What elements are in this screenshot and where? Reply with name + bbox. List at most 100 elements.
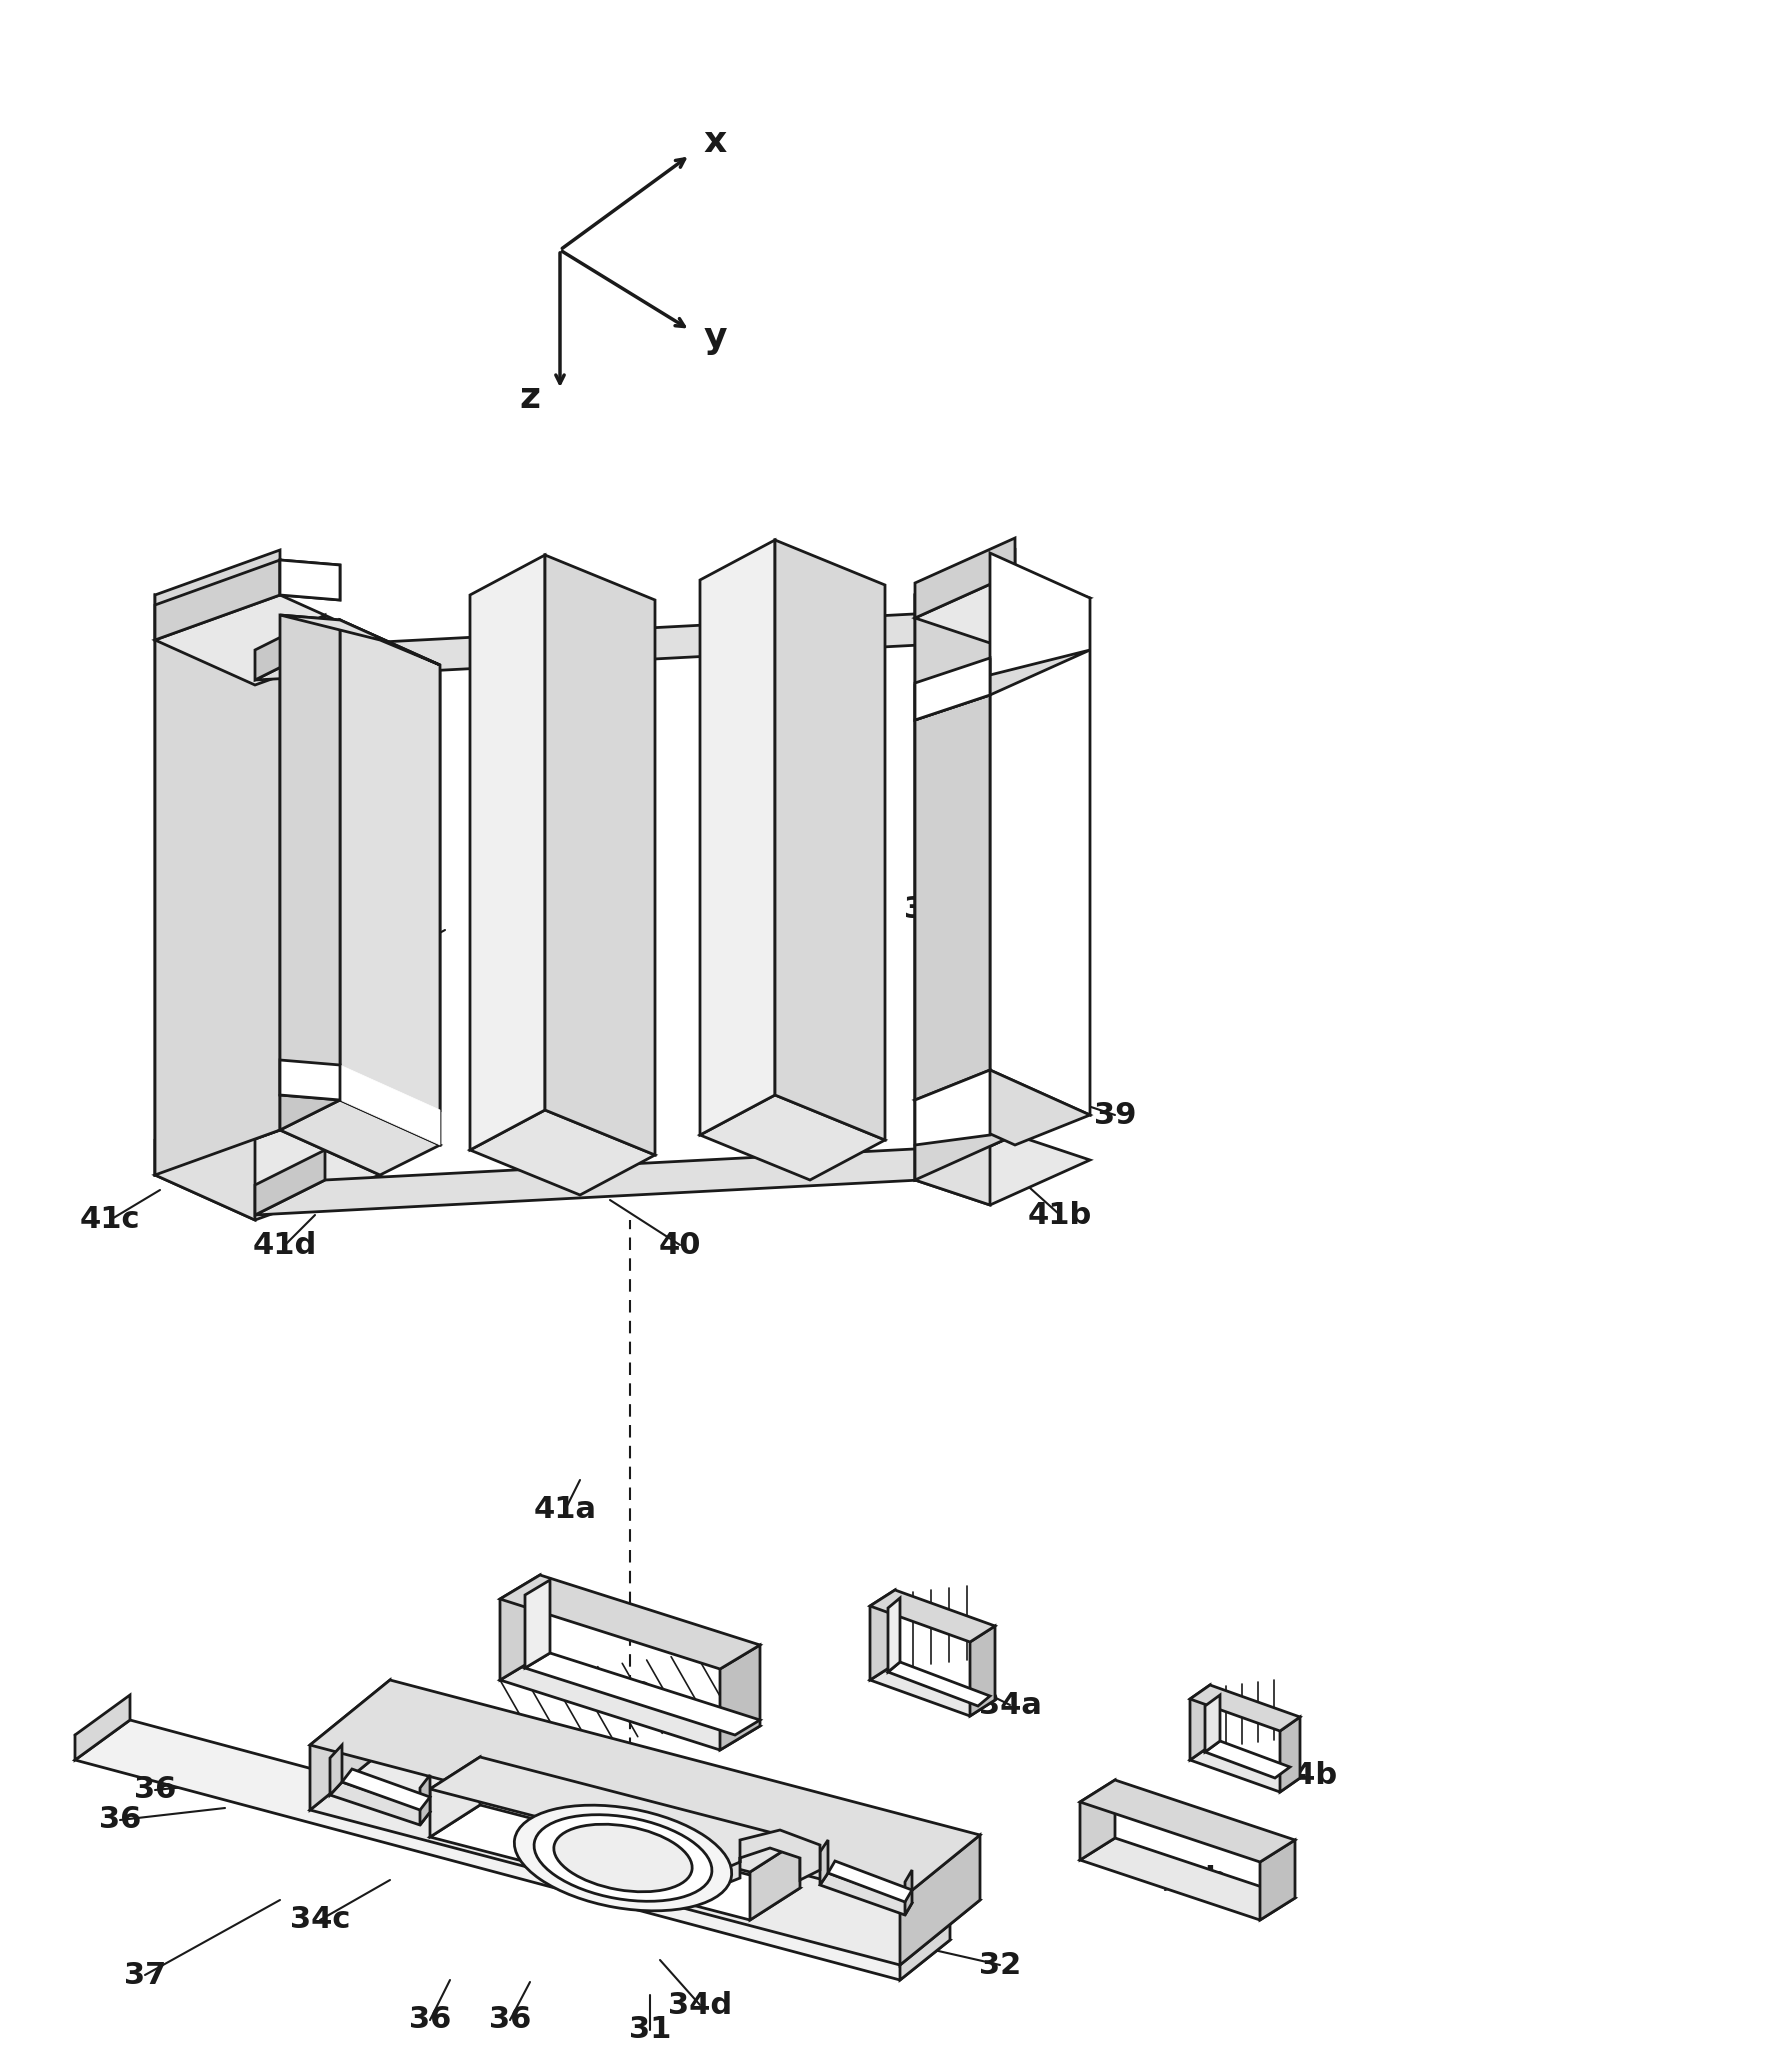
Polygon shape [255, 1149, 326, 1215]
Polygon shape [871, 1590, 995, 1641]
Polygon shape [156, 595, 381, 684]
Polygon shape [156, 560, 280, 641]
Text: 34a: 34a [979, 1691, 1041, 1720]
Polygon shape [1189, 1685, 1299, 1730]
Text: 36: 36 [489, 2005, 531, 2034]
Polygon shape [499, 1575, 759, 1668]
Text: 31: 31 [628, 2015, 671, 2044]
Polygon shape [471, 1110, 655, 1195]
Text: 41b: 41b [1028, 1201, 1092, 1230]
Polygon shape [915, 537, 1014, 618]
Text: 36: 36 [409, 2005, 451, 2034]
Ellipse shape [554, 1825, 692, 1891]
Polygon shape [1205, 1740, 1290, 1778]
Text: 33b: 33b [1163, 1867, 1227, 1895]
Polygon shape [699, 539, 775, 1135]
Polygon shape [915, 1100, 1014, 1180]
Polygon shape [775, 539, 885, 1141]
Text: 41d: 41d [253, 1230, 317, 1259]
Polygon shape [899, 1914, 950, 1980]
Polygon shape [820, 1873, 912, 1914]
Polygon shape [156, 1131, 381, 1220]
Text: 40: 40 [368, 945, 411, 974]
Polygon shape [699, 1096, 885, 1180]
Polygon shape [340, 1065, 441, 1145]
Polygon shape [915, 550, 1014, 1180]
Polygon shape [915, 649, 1090, 719]
Polygon shape [1189, 1747, 1299, 1792]
Polygon shape [310, 1745, 981, 1966]
Polygon shape [280, 560, 340, 599]
Polygon shape [280, 616, 441, 666]
Polygon shape [280, 1065, 340, 1131]
Polygon shape [1080, 1780, 1115, 1860]
Ellipse shape [535, 1815, 712, 1902]
Polygon shape [871, 1590, 896, 1680]
Ellipse shape [515, 1804, 731, 1910]
Text: 36: 36 [135, 1776, 177, 1804]
Polygon shape [74, 1695, 129, 1759]
Text: 33a: 33a [589, 1676, 651, 1705]
Polygon shape [1080, 1780, 1296, 1862]
Polygon shape [156, 595, 255, 1220]
Polygon shape [280, 1060, 340, 1100]
Text: 39: 39 [1094, 1100, 1136, 1129]
Polygon shape [310, 1680, 389, 1811]
Polygon shape [1080, 1838, 1296, 1920]
Polygon shape [545, 556, 655, 1155]
Polygon shape [419, 1776, 430, 1825]
Polygon shape [899, 1835, 981, 1966]
Polygon shape [720, 1645, 759, 1751]
Text: 36: 36 [99, 1804, 142, 1835]
Polygon shape [280, 1100, 441, 1174]
Polygon shape [915, 659, 989, 719]
Polygon shape [710, 1829, 820, 1889]
Text: 40: 40 [658, 1230, 701, 1259]
Text: 37: 37 [124, 1960, 166, 1991]
Polygon shape [499, 1575, 540, 1680]
Text: 41a: 41a [533, 1497, 596, 1525]
Polygon shape [471, 556, 545, 1149]
Polygon shape [820, 1840, 828, 1885]
Polygon shape [74, 1720, 950, 1980]
Polygon shape [970, 1627, 995, 1716]
Polygon shape [750, 1840, 800, 1920]
Polygon shape [329, 1782, 430, 1825]
Text: 34b: 34b [1273, 1761, 1336, 1790]
Polygon shape [430, 1757, 480, 1838]
Polygon shape [255, 616, 326, 680]
Polygon shape [280, 560, 340, 599]
Polygon shape [1260, 1840, 1296, 1920]
Polygon shape [915, 1071, 989, 1145]
Polygon shape [255, 1145, 989, 1215]
Polygon shape [1280, 1718, 1299, 1792]
Text: x: x [703, 124, 727, 159]
Text: 34d: 34d [667, 1991, 733, 2019]
Polygon shape [526, 1579, 550, 1668]
Text: y: y [703, 320, 727, 356]
Polygon shape [156, 1096, 280, 1174]
Polygon shape [989, 554, 1090, 1114]
Polygon shape [915, 657, 989, 719]
Polygon shape [340, 620, 441, 1145]
Polygon shape [1205, 1695, 1220, 1753]
Polygon shape [915, 573, 1090, 643]
Polygon shape [915, 595, 989, 1205]
Polygon shape [430, 1757, 800, 1873]
Polygon shape [904, 1871, 912, 1914]
Polygon shape [889, 1598, 899, 1672]
Text: 41c: 41c [80, 1205, 140, 1234]
Polygon shape [342, 1769, 430, 1811]
Polygon shape [915, 690, 989, 1100]
Text: 34c: 34c [290, 1906, 350, 1935]
Polygon shape [310, 1680, 981, 1900]
Text: 39: 39 [904, 895, 947, 924]
Polygon shape [430, 1804, 800, 1920]
Polygon shape [255, 610, 989, 680]
Polygon shape [915, 1135, 1090, 1205]
Polygon shape [871, 1664, 995, 1716]
Polygon shape [828, 1860, 912, 1902]
Polygon shape [340, 620, 441, 1110]
Polygon shape [156, 550, 280, 1174]
Polygon shape [915, 1071, 1090, 1145]
